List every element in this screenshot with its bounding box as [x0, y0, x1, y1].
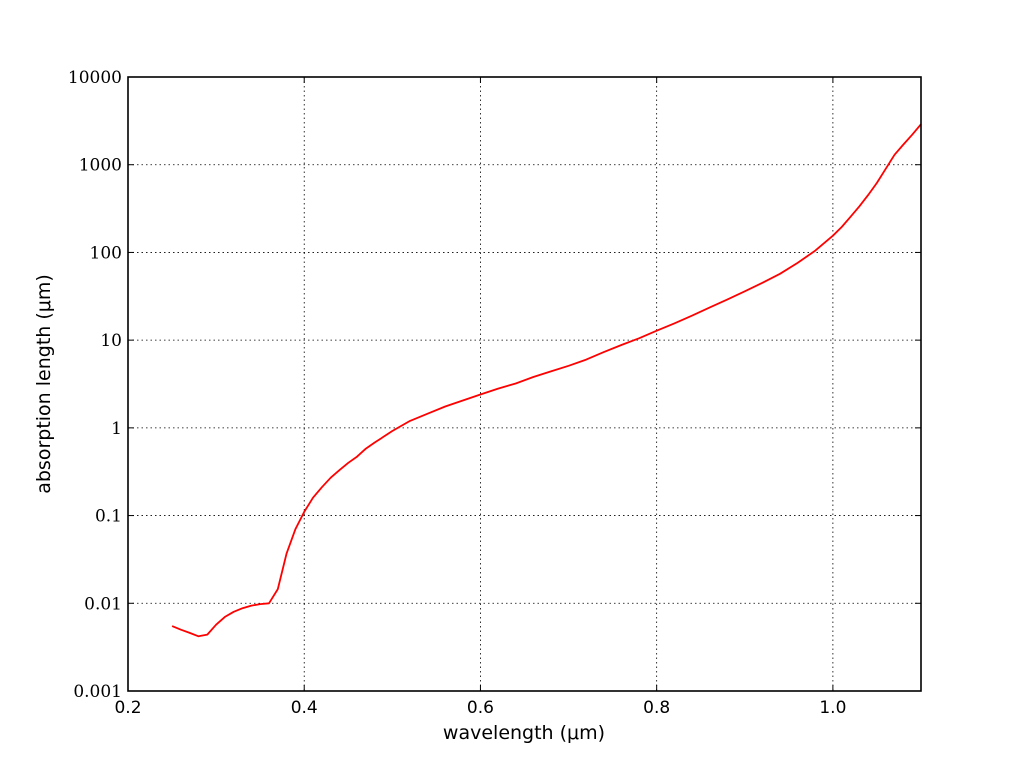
- y-tick-label: 0.001: [73, 682, 122, 702]
- x-tick-label: 0.8: [643, 698, 670, 718]
- y-tick-label: 10: [100, 331, 122, 351]
- grid: [128, 77, 921, 691]
- y-tick-label: 0.1: [95, 507, 122, 527]
- y-axis-title: absorption length (μm): [33, 274, 55, 494]
- x-tick-label: 0.6: [467, 698, 494, 718]
- series-layer: [171, 123, 922, 638]
- y-tick-label: 1: [111, 419, 122, 439]
- x-axis-title: wavelength (μm): [443, 722, 605, 744]
- y-tick-label: 0.01: [84, 594, 122, 614]
- plot-frame: [127, 76, 922, 692]
- x-tick-label: 0.4: [291, 698, 318, 718]
- y-tick-label: 100: [90, 243, 122, 263]
- tick-marks: [127, 76, 921, 692]
- x-tick-label: 0.2: [114, 698, 141, 718]
- x-tick-label: 1.0: [819, 698, 846, 718]
- absorption-series-line: [171, 123, 922, 638]
- y-tick-label: 1000: [79, 156, 122, 176]
- tick-labels: 0.2 0.4 0.6 0.8 1.0 0.001 0.01 0.1 1 10 100 1000 100…: [68, 68, 847, 718]
- y-tick-label: 10000: [68, 68, 122, 88]
